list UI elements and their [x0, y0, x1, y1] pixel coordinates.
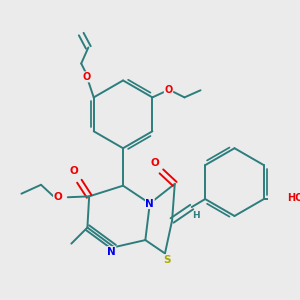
- Text: O: O: [70, 167, 78, 176]
- Text: N: N: [107, 247, 116, 257]
- Text: O: O: [54, 192, 62, 202]
- Text: O: O: [151, 158, 160, 168]
- Text: S: S: [163, 255, 170, 265]
- Text: O: O: [82, 72, 91, 82]
- Text: N: N: [146, 199, 154, 208]
- Text: O: O: [164, 85, 172, 95]
- Text: HO: HO: [287, 193, 300, 203]
- Text: H: H: [192, 212, 200, 220]
